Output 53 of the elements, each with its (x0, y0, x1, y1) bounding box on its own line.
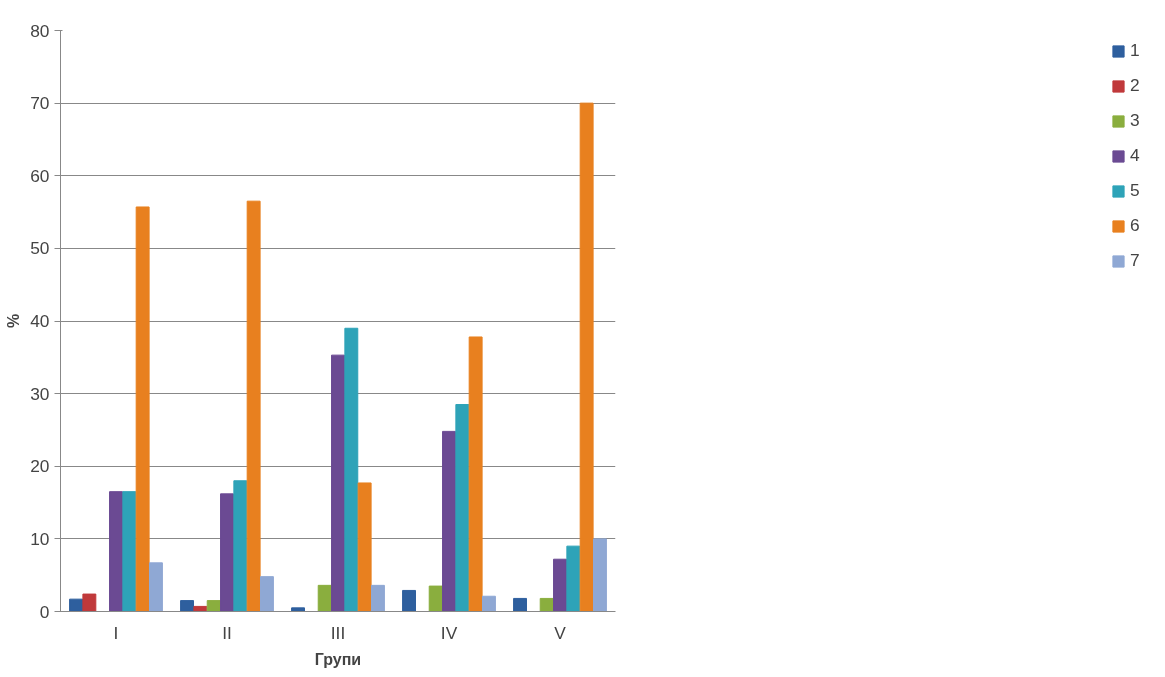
bar (513, 597, 527, 612)
y-tick-label: 80 (30, 20, 50, 41)
bar (149, 562, 163, 612)
y-tick-label: 40 (30, 311, 50, 331)
x-tick-label: V (554, 622, 567, 643)
bar (317, 584, 332, 612)
legend-label: 3 (1130, 110, 1141, 131)
x-tick-label: I (113, 622, 119, 643)
bar (539, 597, 554, 612)
bar (180, 600, 194, 612)
bar (220, 493, 234, 612)
bar (291, 607, 305, 612)
y-tick-label: 0 (39, 601, 50, 622)
x-tick-label: II (222, 622, 232, 643)
bar (371, 584, 385, 612)
bar (468, 336, 483, 612)
legend-label: 4 (1130, 145, 1141, 166)
bar (233, 480, 248, 612)
bar (344, 327, 359, 612)
y-tick-label: 70 (30, 93, 50, 114)
bar (82, 593, 97, 612)
bar (428, 585, 443, 612)
bar (260, 576, 274, 612)
y-tick-label: 30 (30, 383, 50, 404)
bar (442, 430, 456, 612)
bar (566, 545, 581, 612)
y-tick-label: 20 (30, 456, 50, 477)
y-tick-label: 60 (30, 165, 50, 186)
bar (553, 558, 567, 612)
bar (193, 605, 208, 612)
bar (357, 482, 372, 612)
bar (482, 595, 496, 612)
bar (331, 354, 345, 612)
x-axis-title: Групи (314, 650, 362, 668)
x-tick-label: III (330, 622, 346, 643)
bar (402, 589, 416, 612)
bar (593, 538, 607, 612)
bar (109, 491, 123, 612)
y-tick-label: 50 (30, 238, 50, 259)
bar (135, 206, 150, 612)
bar (579, 102, 594, 612)
y-tick-label: 10 (30, 528, 50, 549)
bar (455, 404, 470, 612)
legend-label: 1 (1130, 40, 1141, 61)
bar (206, 600, 221, 612)
legend-label: 2 (1130, 75, 1141, 96)
bar (246, 200, 261, 612)
legend-label: 6 (1130, 215, 1141, 236)
y-axis-title: % (5, 313, 23, 329)
legend-label: 5 (1130, 180, 1141, 201)
bar (122, 491, 137, 612)
legend-label: 7 (1130, 250, 1141, 271)
x-tick-label: IV (440, 622, 458, 643)
